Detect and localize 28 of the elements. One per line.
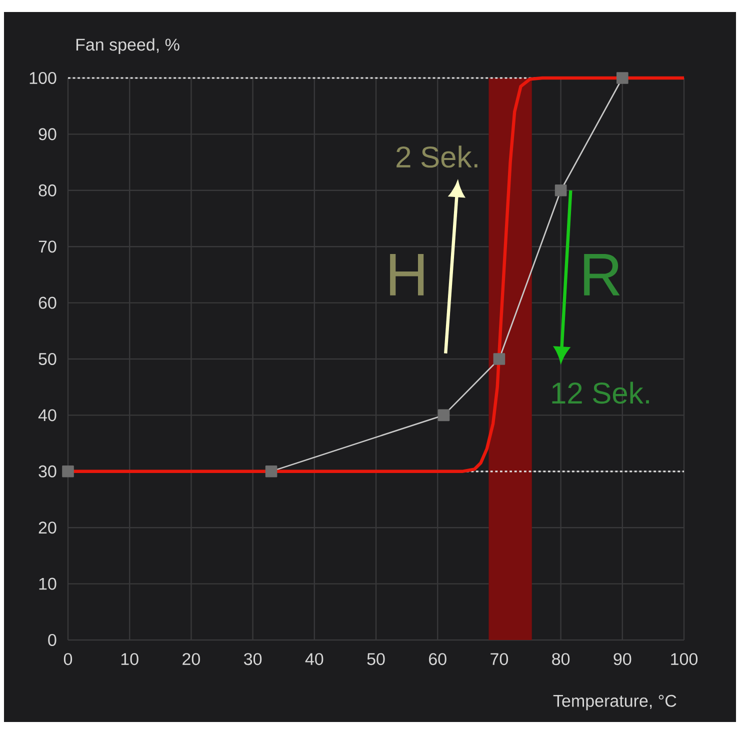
- y-tick-label: 80: [38, 184, 56, 196]
- y-tick-label: 100: [30, 72, 56, 84]
- x-tick-label: 0: [64, 653, 72, 666]
- y-tick-label: 40: [38, 409, 56, 422]
- x-tick-label: 80: [552, 653, 570, 666]
- y-axis-title: Fan speed, %: [76, 38, 180, 54]
- x-tick-label: 90: [614, 653, 632, 666]
- annotation: 2 Sek.: [396, 146, 478, 168]
- annotation: R: [584, 254, 620, 296]
- y-tick-label: 10: [39, 578, 56, 590]
- x-tick-label: 30: [244, 653, 262, 666]
- x-tick-label: 10: [121, 653, 138, 666]
- y-tick-label: 20: [38, 522, 56, 534]
- y-tick-label: 0: [48, 634, 56, 646]
- y-tick-label: 50: [38, 352, 56, 366]
- y-tick-label: 90: [38, 128, 56, 140]
- annotation: 12 Sek.: [552, 382, 649, 404]
- x-tick-label: 100: [671, 653, 698, 666]
- y-tick-label: 70: [38, 240, 56, 253]
- annotation: H: [390, 254, 424, 296]
- y-tick-label: 60: [38, 296, 56, 309]
- x-tick-label: 20: [182, 653, 200, 666]
- x-tick-label: 50: [367, 653, 385, 666]
- x-tick-label: 70: [490, 653, 508, 666]
- x-axis-title: Temperature, °C: [553, 694, 676, 710]
- y-tick-label: 30: [38, 465, 56, 478]
- x-tick-label: 60: [429, 653, 446, 666]
- x-tick-label: 40: [305, 653, 324, 666]
